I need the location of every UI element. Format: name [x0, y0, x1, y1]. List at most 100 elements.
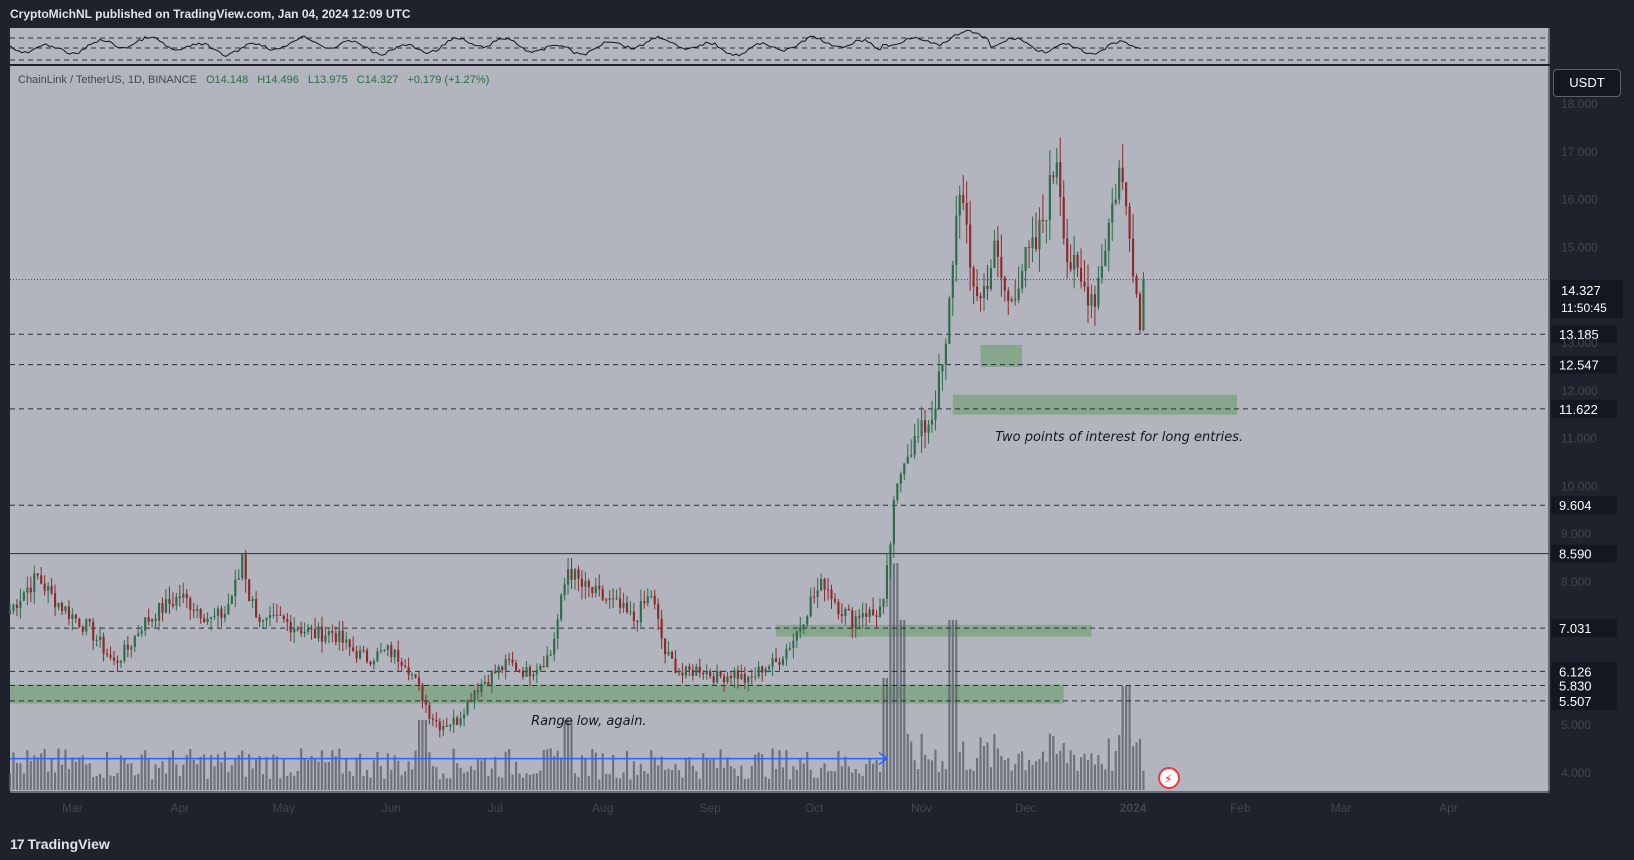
volume-bar	[99, 773, 102, 790]
currency-button[interactable]: USDT	[1553, 69, 1621, 97]
candle	[119, 660, 122, 663]
candle	[896, 483, 899, 501]
price-axis[interactable]: 13.18512.54711.6229.6048.5907.0316.1265.…	[1551, 97, 1617, 780]
candle	[601, 589, 604, 600]
volume-bar	[126, 763, 129, 790]
candle	[1007, 290, 1010, 302]
candle	[553, 638, 556, 655]
candle	[934, 408, 937, 420]
price-label: 12.547	[1559, 358, 1599, 373]
volume-bar	[282, 759, 285, 790]
candle	[546, 655, 549, 668]
volume-bar	[924, 754, 927, 790]
candle	[487, 681, 490, 685]
zones	[10, 344, 1238, 704]
candle	[1024, 246, 1027, 271]
x-tick-label: Mar	[62, 801, 83, 815]
volume-bar	[948, 619, 951, 790]
volume-bar	[92, 777, 95, 790]
candle	[310, 628, 313, 630]
replay-icon[interactable]: ⚡	[1158, 767, 1180, 789]
volume-bar	[74, 761, 77, 790]
candle	[60, 602, 64, 611]
candle	[618, 598, 622, 608]
tradingview-logo[interactable]: 17 TradingView	[10, 836, 110, 852]
candle	[580, 578, 584, 587]
candle	[1111, 203, 1114, 223]
candle	[1027, 246, 1031, 249]
volume-bar	[858, 773, 861, 790]
candle	[622, 602, 625, 608]
price-label: 6.126	[1559, 664, 1592, 679]
candle	[126, 644, 129, 650]
candle	[407, 666, 410, 675]
volume-bar	[490, 768, 493, 790]
candle	[719, 670, 722, 677]
zone-poi-upper	[980, 344, 1023, 367]
volume-bar	[185, 755, 188, 790]
volume-bar	[53, 772, 57, 790]
volume-bar	[64, 749, 67, 790]
candle	[674, 658, 677, 674]
time-axis[interactable]: Mar Apr May Jun Jul Aug Sep Oct Nov Dec 2024 Feb Mar…	[62, 801, 1458, 815]
volume-bar	[293, 775, 296, 790]
tradingview-logo-icon: 17	[10, 836, 25, 852]
volume-bar	[768, 778, 771, 790]
publisher-text: CryptoMichNL published on TradingView.co…	[10, 7, 411, 21]
candle	[1097, 277, 1100, 307]
volume-bar	[799, 758, 802, 790]
candle	[85, 619, 88, 632]
candle	[196, 608, 199, 611]
candle	[716, 670, 719, 683]
candle	[390, 645, 393, 658]
volume-bar	[341, 773, 344, 790]
countdown: 11:50:45	[1561, 301, 1607, 315]
candle	[383, 649, 386, 651]
volume-bar	[1055, 754, 1058, 790]
candle	[816, 590, 819, 597]
price-label-bg	[1551, 691, 1617, 710]
candle	[657, 604, 660, 619]
volume-bar	[1083, 753, 1086, 790]
candle	[996, 240, 999, 257]
volume-bar	[903, 619, 906, 790]
candle	[307, 628, 310, 632]
rsi-line	[9, 29, 1142, 57]
candle	[833, 598, 837, 602]
candle	[989, 268, 993, 290]
candle	[43, 583, 46, 591]
volume-bar	[972, 770, 975, 790]
volume-bar	[379, 766, 382, 790]
volume-bar	[171, 750, 174, 790]
candle	[105, 653, 109, 655]
last-price-label: 14.327 11:50:45	[1551, 280, 1623, 318]
volume-bar	[119, 755, 122, 790]
candle	[1093, 294, 1097, 307]
volume-bar	[754, 754, 757, 790]
volume-bar	[140, 754, 143, 790]
candle	[345, 639, 348, 643]
volume-bar	[383, 778, 386, 790]
volume-bar	[1104, 769, 1107, 790]
candle	[1073, 254, 1076, 270]
volume-bar	[36, 757, 39, 790]
volume-bar	[286, 775, 289, 790]
volume-bar	[154, 764, 157, 790]
candle	[594, 585, 597, 594]
candle	[175, 596, 178, 606]
volume-bar	[317, 761, 320, 790]
candle	[476, 690, 480, 692]
x-tick-label: Mar	[1331, 801, 1352, 815]
candle	[258, 617, 261, 622]
volume-bar	[230, 765, 233, 790]
volume-bar	[747, 778, 750, 790]
volume-bar	[837, 750, 840, 790]
volume-bar	[133, 775, 136, 790]
candle	[237, 578, 240, 580]
volume-bar	[22, 773, 25, 790]
volume-bar	[781, 767, 785, 790]
candle	[428, 704, 431, 719]
volume-bar	[969, 768, 972, 790]
volume-bar	[189, 749, 192, 790]
